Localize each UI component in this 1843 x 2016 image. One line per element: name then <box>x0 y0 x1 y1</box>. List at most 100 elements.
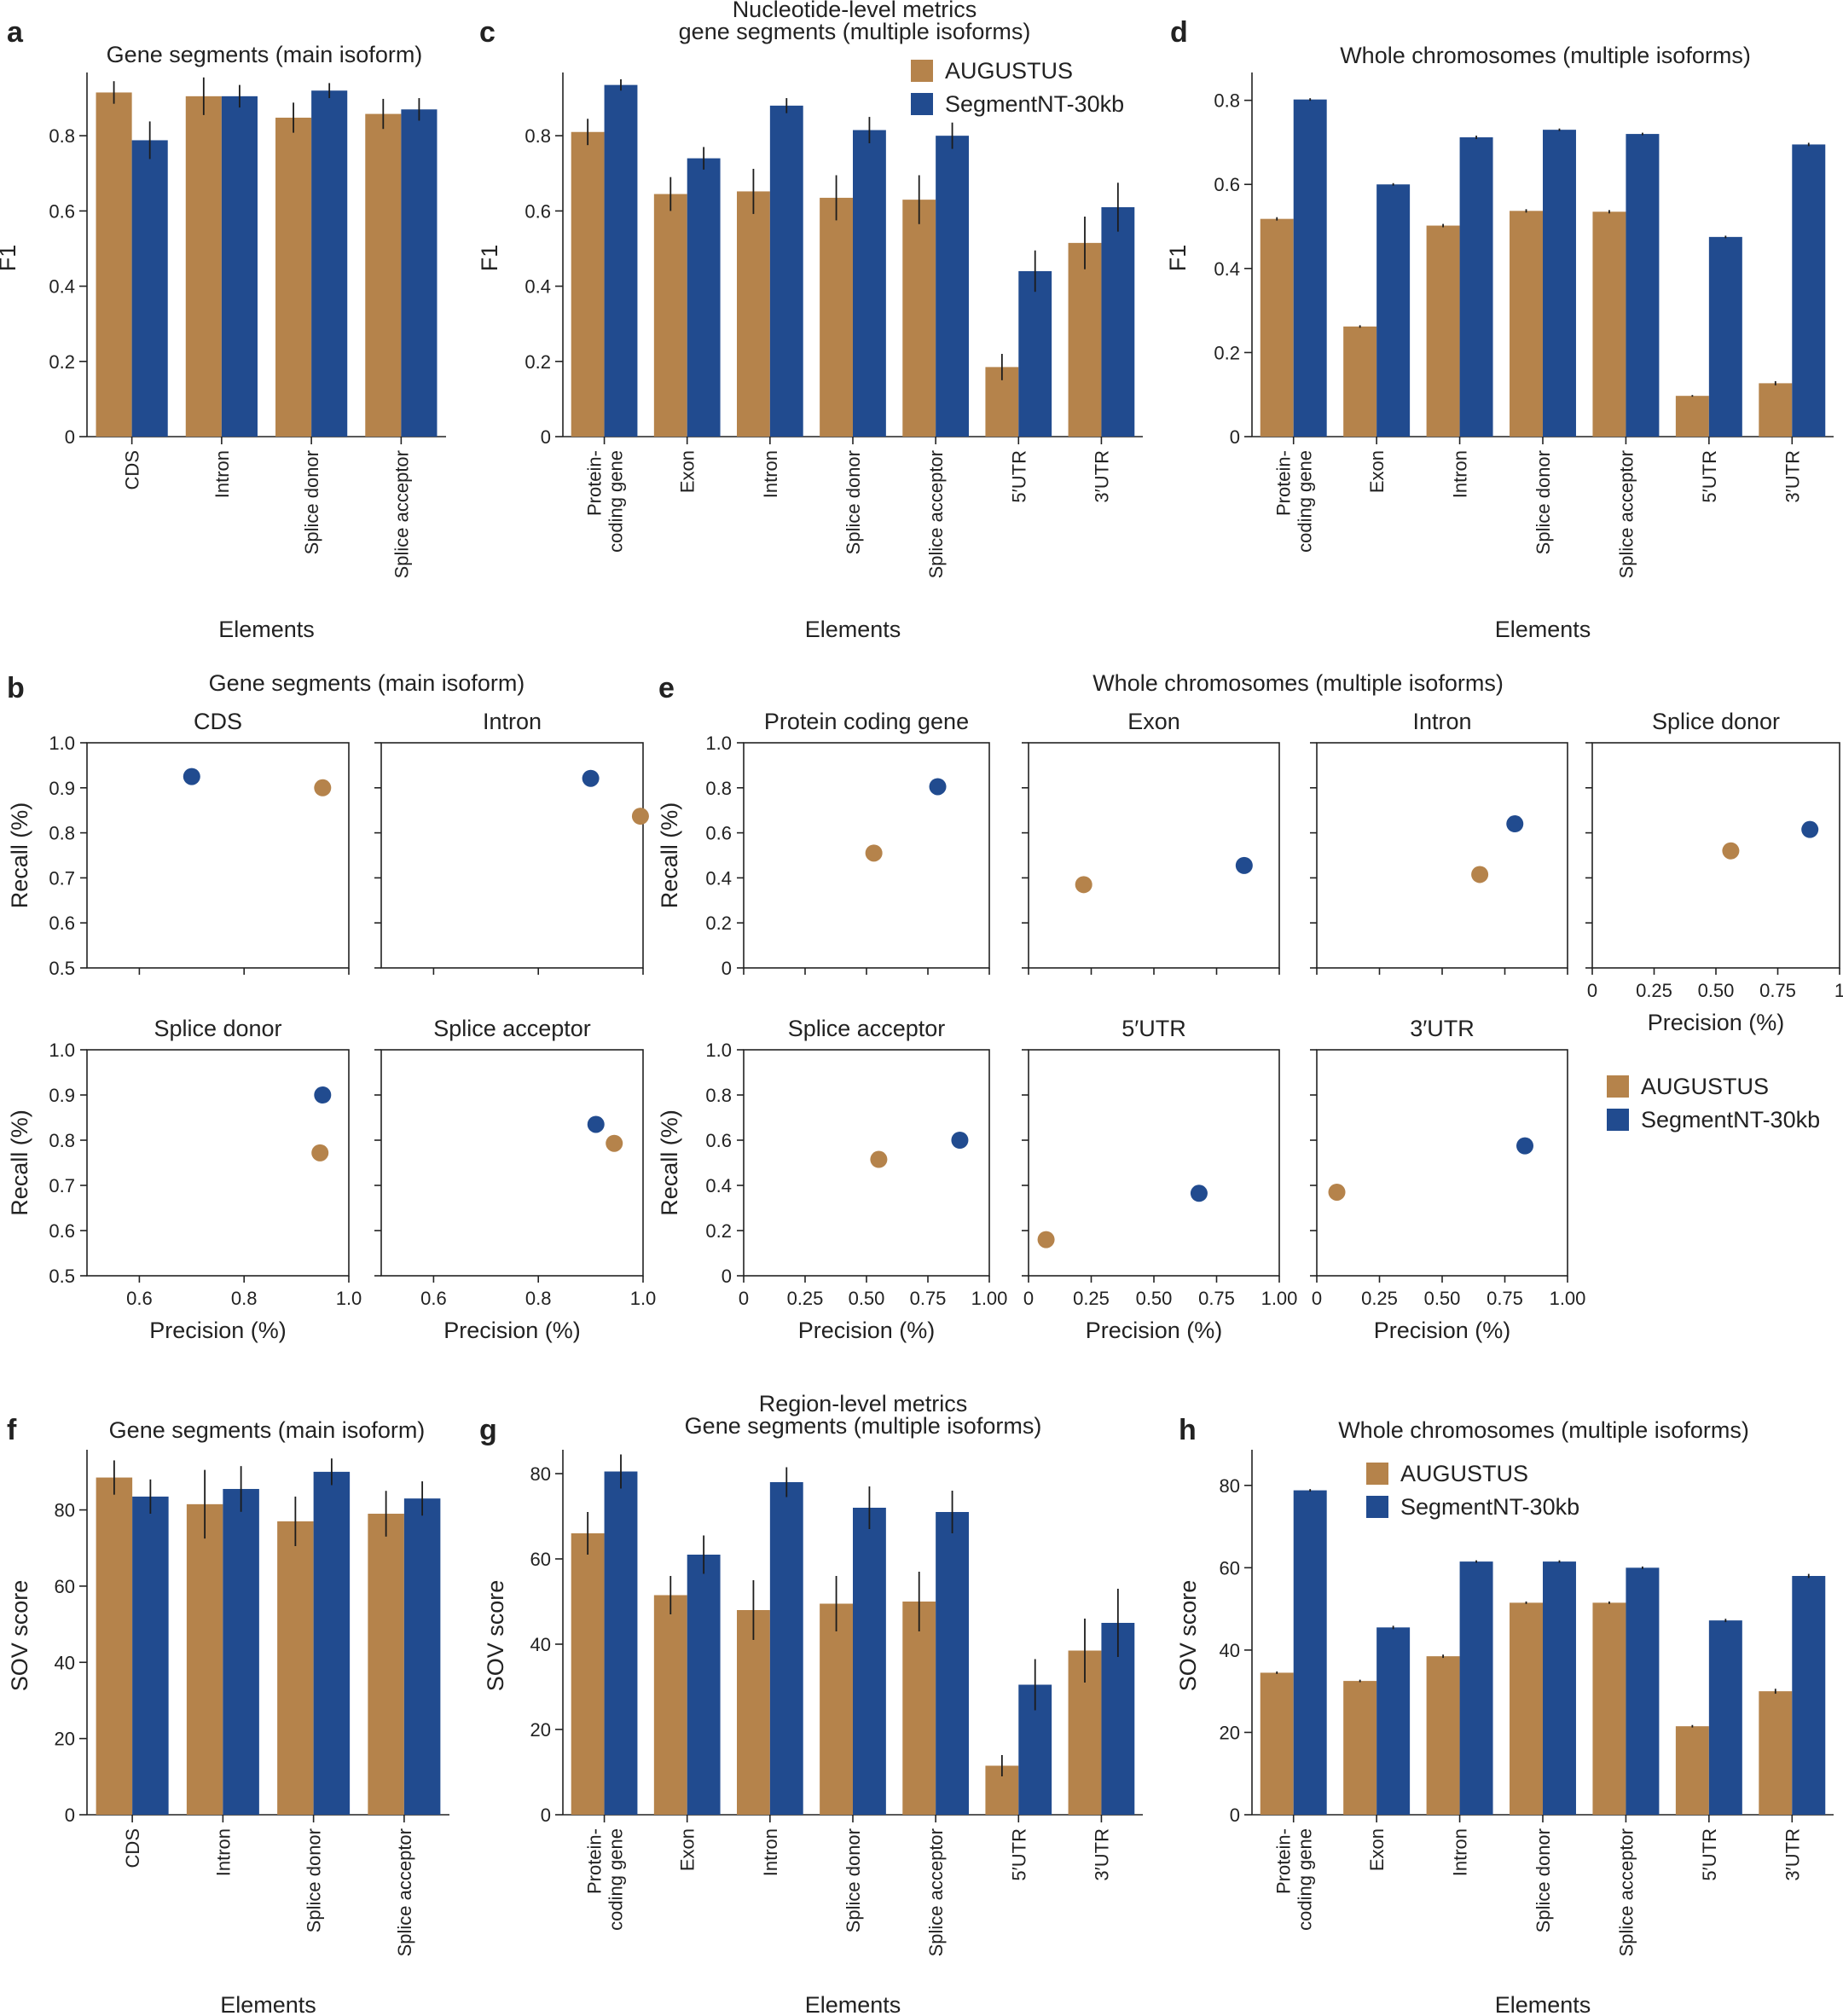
subplot-frame <box>380 1049 644 1277</box>
y-tick-label: 0 <box>1230 1805 1240 1826</box>
bar-segmentnt <box>769 1482 803 1815</box>
y-axis-label: SOV score <box>1175 1580 1201 1692</box>
x-tick-label: 0.25 <box>787 1288 824 1309</box>
subplot: Splice acceptor 0.6 0.8 1.0 Precision (%) <box>374 1016 656 1343</box>
legend: AUGUSTUS SegmentNT-30kb <box>911 58 1124 117</box>
bar-segmentnt <box>311 90 348 437</box>
category-label-line: Splice acceptor <box>1615 450 1637 578</box>
x-axis-label: Elements <box>1495 1992 1591 2016</box>
point-segmentnt <box>582 769 600 787</box>
category-label-line: Intron <box>1450 450 1471 498</box>
subplot-frame <box>1028 742 1280 969</box>
chart-title: Whole chromosomes (multiple isoforms) <box>1092 670 1504 696</box>
x-tick-label: 0.25 <box>1636 980 1672 1001</box>
category-label-line: CDS <box>122 450 143 490</box>
subplot: Splice donor 0 0.25 0.50 0.75 1 Precision (%) <box>1585 709 1843 1035</box>
y-tick-label: 20 <box>55 1729 75 1750</box>
x-tick-label: 0.75 <box>1759 980 1796 1001</box>
point-segmentnt <box>1506 815 1524 833</box>
legend-swatch-augustus <box>1607 1075 1629 1098</box>
category-label: Splice acceptor <box>925 450 947 578</box>
y-tick-label: 0 <box>722 1266 732 1287</box>
bar-augustus <box>185 96 222 437</box>
y-tick-label: 0.8 <box>1214 90 1240 112</box>
legend-label-segmentnt: SegmentNT-30kb <box>1641 1107 1820 1133</box>
bar-augustus <box>1510 211 1543 437</box>
category-label-line: coding gene <box>606 450 627 553</box>
bar-segmentnt <box>1459 137 1493 437</box>
y-tick-label: 0.5 <box>49 1266 75 1287</box>
x-tick-label: 0.8 <box>231 1288 258 1309</box>
y-tick-label: 1.0 <box>705 1040 732 1061</box>
legend: AUGUSTUS SegmentNT-30kb <box>1607 1074 1820 1133</box>
y-tick-label: 0.9 <box>49 778 75 799</box>
y-tick-label: 0 <box>541 1805 551 1826</box>
y-tick-label: 0.5 <box>49 958 75 979</box>
bar-augustus <box>820 197 853 437</box>
point-segmentnt <box>314 1086 332 1104</box>
legend-label-augustus: AUGUSTUS <box>1641 1074 1769 1099</box>
y-tick-label: 0.7 <box>49 1175 75 1196</box>
subplot-frame <box>86 1049 350 1277</box>
category-label-line: CDS <box>122 1828 143 1868</box>
scatter-grid-b: Gene segments (main isoform) CDS 0.5 0.6 0.7… <box>7 670 656 1343</box>
legend-label-segmentnt: SegmentNT-30kb <box>945 91 1124 117</box>
point-augustus <box>311 1144 329 1162</box>
bar-augustus <box>1759 1691 1793 1815</box>
panel-letter-f: f <box>7 1414 17 1446</box>
point-augustus <box>631 808 649 826</box>
subplot: Exon <box>1022 709 1280 975</box>
subplot-title: Intron <box>1412 709 1471 734</box>
x-tick-label: 1 <box>1834 980 1843 1001</box>
bar-segmentnt <box>1459 1561 1493 1815</box>
y-tick-label: 0.6 <box>1214 174 1240 195</box>
panel-letter-a: a <box>7 16 24 49</box>
y-axis-label: Recall (%) <box>7 802 32 909</box>
x-axis-label: Precision (%) <box>1648 1010 1785 1035</box>
bar-segmentnt <box>313 1471 351 1815</box>
y-tick-label: 0.6 <box>49 1220 75 1242</box>
subplot-frame <box>380 742 644 969</box>
point-segmentnt <box>1801 820 1819 838</box>
y-tick-label: 0.8 <box>525 125 551 147</box>
point-augustus <box>606 1134 623 1152</box>
bar-segmentnt <box>1376 1627 1411 1815</box>
x-tick-label: 0.75 <box>1487 1288 1523 1309</box>
category-label: Exon <box>677 450 698 493</box>
chart-title: Gene segments (main isoform) <box>209 670 525 696</box>
category-label: Splice donor <box>304 1828 325 1932</box>
category-label-line: Splice donor <box>301 450 322 554</box>
legend-swatch-segmentnt <box>1366 1496 1388 1518</box>
subplot-title: Splice acceptor <box>788 1016 946 1041</box>
bar-augustus <box>737 1610 770 1815</box>
y-tick-label: 0.9 <box>49 1085 75 1106</box>
y-axis-label: F1 <box>0 245 20 272</box>
category-label: Intron <box>212 450 233 498</box>
y-tick-label: 0.4 <box>49 276 75 298</box>
point-augustus <box>870 1150 888 1168</box>
y-tick-label: 0.4 <box>705 867 732 889</box>
bar-augustus <box>1343 326 1377 437</box>
category-label-line: Splice acceptor <box>925 450 947 578</box>
bar-augustus <box>902 200 936 437</box>
category-label-line: Exon <box>1366 450 1388 493</box>
bar-segmentnt <box>1792 144 1826 437</box>
bar-augustus <box>820 1603 853 1815</box>
legends: AUGUSTUS SegmentNT-30kb AUGUSTUS SegmentNT-… <box>911 58 1820 1520</box>
category-label-line: 5′UTR <box>1699 450 1720 503</box>
x-tick-label: 0 <box>1312 1288 1322 1309</box>
point-augustus <box>865 844 883 862</box>
bar-segmentnt <box>936 136 969 437</box>
category-label-line: Splice donor <box>1533 450 1554 554</box>
subplot: CDS 0.5 0.6 0.7 0.8 0.9 1.0 Recall (%) <box>7 709 350 979</box>
y-tick-label: 0.6 <box>705 1130 732 1151</box>
category-label-line: Protein- <box>1273 1828 1295 1894</box>
y-tick-label: 0.8 <box>49 125 75 147</box>
bar-segmentnt <box>687 158 721 437</box>
subplot-title: Exon <box>1127 709 1180 734</box>
subplot-frame <box>1028 1049 1280 1277</box>
chart-subtitle: gene segments (multiple isoforms) <box>679 19 1031 44</box>
panel-letter-d: d <box>1170 16 1188 49</box>
y-tick-label: 60 <box>55 1576 75 1597</box>
